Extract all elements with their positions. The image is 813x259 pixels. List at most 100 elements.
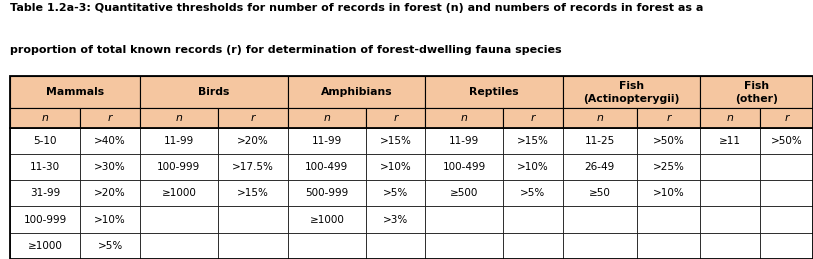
Text: >25%: >25% bbox=[653, 162, 685, 172]
Bar bbox=[563, 76, 700, 108]
Bar bbox=[288, 206, 366, 233]
Bar bbox=[366, 206, 425, 233]
Bar bbox=[218, 180, 288, 206]
Bar bbox=[140, 108, 218, 127]
Bar bbox=[218, 108, 288, 127]
Bar bbox=[425, 127, 503, 154]
Text: >17.5%: >17.5% bbox=[232, 162, 274, 172]
Bar bbox=[425, 154, 503, 180]
Text: 26-49: 26-49 bbox=[585, 162, 615, 172]
Text: >20%: >20% bbox=[237, 136, 269, 146]
Bar bbox=[637, 108, 700, 127]
Bar bbox=[288, 108, 366, 127]
Text: r: r bbox=[393, 113, 398, 123]
Bar bbox=[425, 108, 503, 127]
Bar bbox=[288, 127, 366, 154]
Bar bbox=[218, 127, 288, 154]
Text: r: r bbox=[785, 113, 789, 123]
Text: >50%: >50% bbox=[771, 136, 802, 146]
Text: >10%: >10% bbox=[517, 162, 549, 172]
Bar bbox=[700, 206, 760, 233]
Bar bbox=[700, 233, 760, 259]
Bar bbox=[10, 206, 80, 233]
Bar bbox=[563, 108, 637, 127]
Bar bbox=[366, 154, 425, 180]
Bar bbox=[366, 233, 425, 259]
Text: n: n bbox=[727, 113, 733, 123]
Text: ≥500: ≥500 bbox=[450, 188, 478, 198]
Text: 100-999: 100-999 bbox=[24, 214, 67, 225]
Text: 11-99: 11-99 bbox=[311, 136, 342, 146]
Text: >15%: >15% bbox=[380, 136, 411, 146]
Bar bbox=[760, 180, 813, 206]
Text: 100-499: 100-499 bbox=[305, 162, 349, 172]
Text: 11-30: 11-30 bbox=[30, 162, 60, 172]
Bar bbox=[10, 154, 80, 180]
Bar bbox=[760, 127, 813, 154]
Bar bbox=[80, 154, 140, 180]
Text: r: r bbox=[108, 113, 112, 123]
Text: 31-99: 31-99 bbox=[30, 188, 60, 198]
Bar bbox=[637, 127, 700, 154]
Bar bbox=[637, 180, 700, 206]
Text: Birds: Birds bbox=[198, 87, 230, 97]
Bar bbox=[637, 206, 700, 233]
Bar bbox=[366, 108, 425, 127]
Text: n: n bbox=[324, 113, 330, 123]
Text: >50%: >50% bbox=[653, 136, 685, 146]
Text: >20%: >20% bbox=[94, 188, 126, 198]
Bar bbox=[563, 233, 637, 259]
Bar bbox=[10, 233, 80, 259]
Text: 11-99: 11-99 bbox=[163, 136, 194, 146]
Text: >10%: >10% bbox=[380, 162, 411, 172]
Text: 5-10: 5-10 bbox=[33, 136, 57, 146]
Bar bbox=[140, 206, 218, 233]
Bar bbox=[140, 154, 218, 180]
Bar bbox=[563, 180, 637, 206]
Text: ≥50: ≥50 bbox=[589, 188, 611, 198]
Text: ≥1000: ≥1000 bbox=[28, 241, 63, 251]
Bar bbox=[700, 154, 760, 180]
Bar bbox=[218, 206, 288, 233]
Bar bbox=[10, 76, 140, 108]
Bar bbox=[760, 154, 813, 180]
Text: proportion of total known records (r) for determination of forest-dwelling fauna: proportion of total known records (r) fo… bbox=[10, 45, 562, 55]
Bar bbox=[637, 154, 700, 180]
Text: Fish
(Actinopterygii): Fish (Actinopterygii) bbox=[584, 81, 680, 104]
Text: Table 1.2a-3: Quantitative thresholds for number of records in forest (n) and nu: Table 1.2a-3: Quantitative thresholds fo… bbox=[10, 3, 703, 13]
Bar bbox=[700, 108, 760, 127]
Text: n: n bbox=[461, 113, 467, 123]
Bar bbox=[425, 206, 503, 233]
Bar bbox=[425, 180, 503, 206]
Bar bbox=[700, 76, 813, 108]
Bar bbox=[140, 76, 288, 108]
Text: 11-99: 11-99 bbox=[449, 136, 480, 146]
Text: n: n bbox=[176, 113, 182, 123]
Text: ≥1000: ≥1000 bbox=[162, 188, 196, 198]
Bar bbox=[503, 154, 563, 180]
Bar bbox=[760, 108, 813, 127]
Bar bbox=[80, 180, 140, 206]
Bar bbox=[366, 127, 425, 154]
Text: >30%: >30% bbox=[94, 162, 126, 172]
Bar bbox=[760, 206, 813, 233]
Bar bbox=[700, 127, 760, 154]
Bar bbox=[10, 108, 80, 127]
Bar bbox=[80, 206, 140, 233]
Text: >10%: >10% bbox=[653, 188, 685, 198]
Bar bbox=[80, 108, 140, 127]
Bar bbox=[503, 127, 563, 154]
Bar bbox=[637, 233, 700, 259]
Text: 100-999: 100-999 bbox=[157, 162, 201, 172]
Text: ≥1000: ≥1000 bbox=[310, 214, 344, 225]
Bar bbox=[140, 127, 218, 154]
Text: 100-499: 100-499 bbox=[442, 162, 486, 172]
Text: r: r bbox=[250, 113, 255, 123]
Text: n: n bbox=[597, 113, 603, 123]
Text: >5%: >5% bbox=[520, 188, 546, 198]
Bar bbox=[288, 76, 425, 108]
Text: Mammals: Mammals bbox=[46, 87, 104, 97]
Bar bbox=[503, 233, 563, 259]
Bar bbox=[700, 180, 760, 206]
Text: r: r bbox=[667, 113, 671, 123]
